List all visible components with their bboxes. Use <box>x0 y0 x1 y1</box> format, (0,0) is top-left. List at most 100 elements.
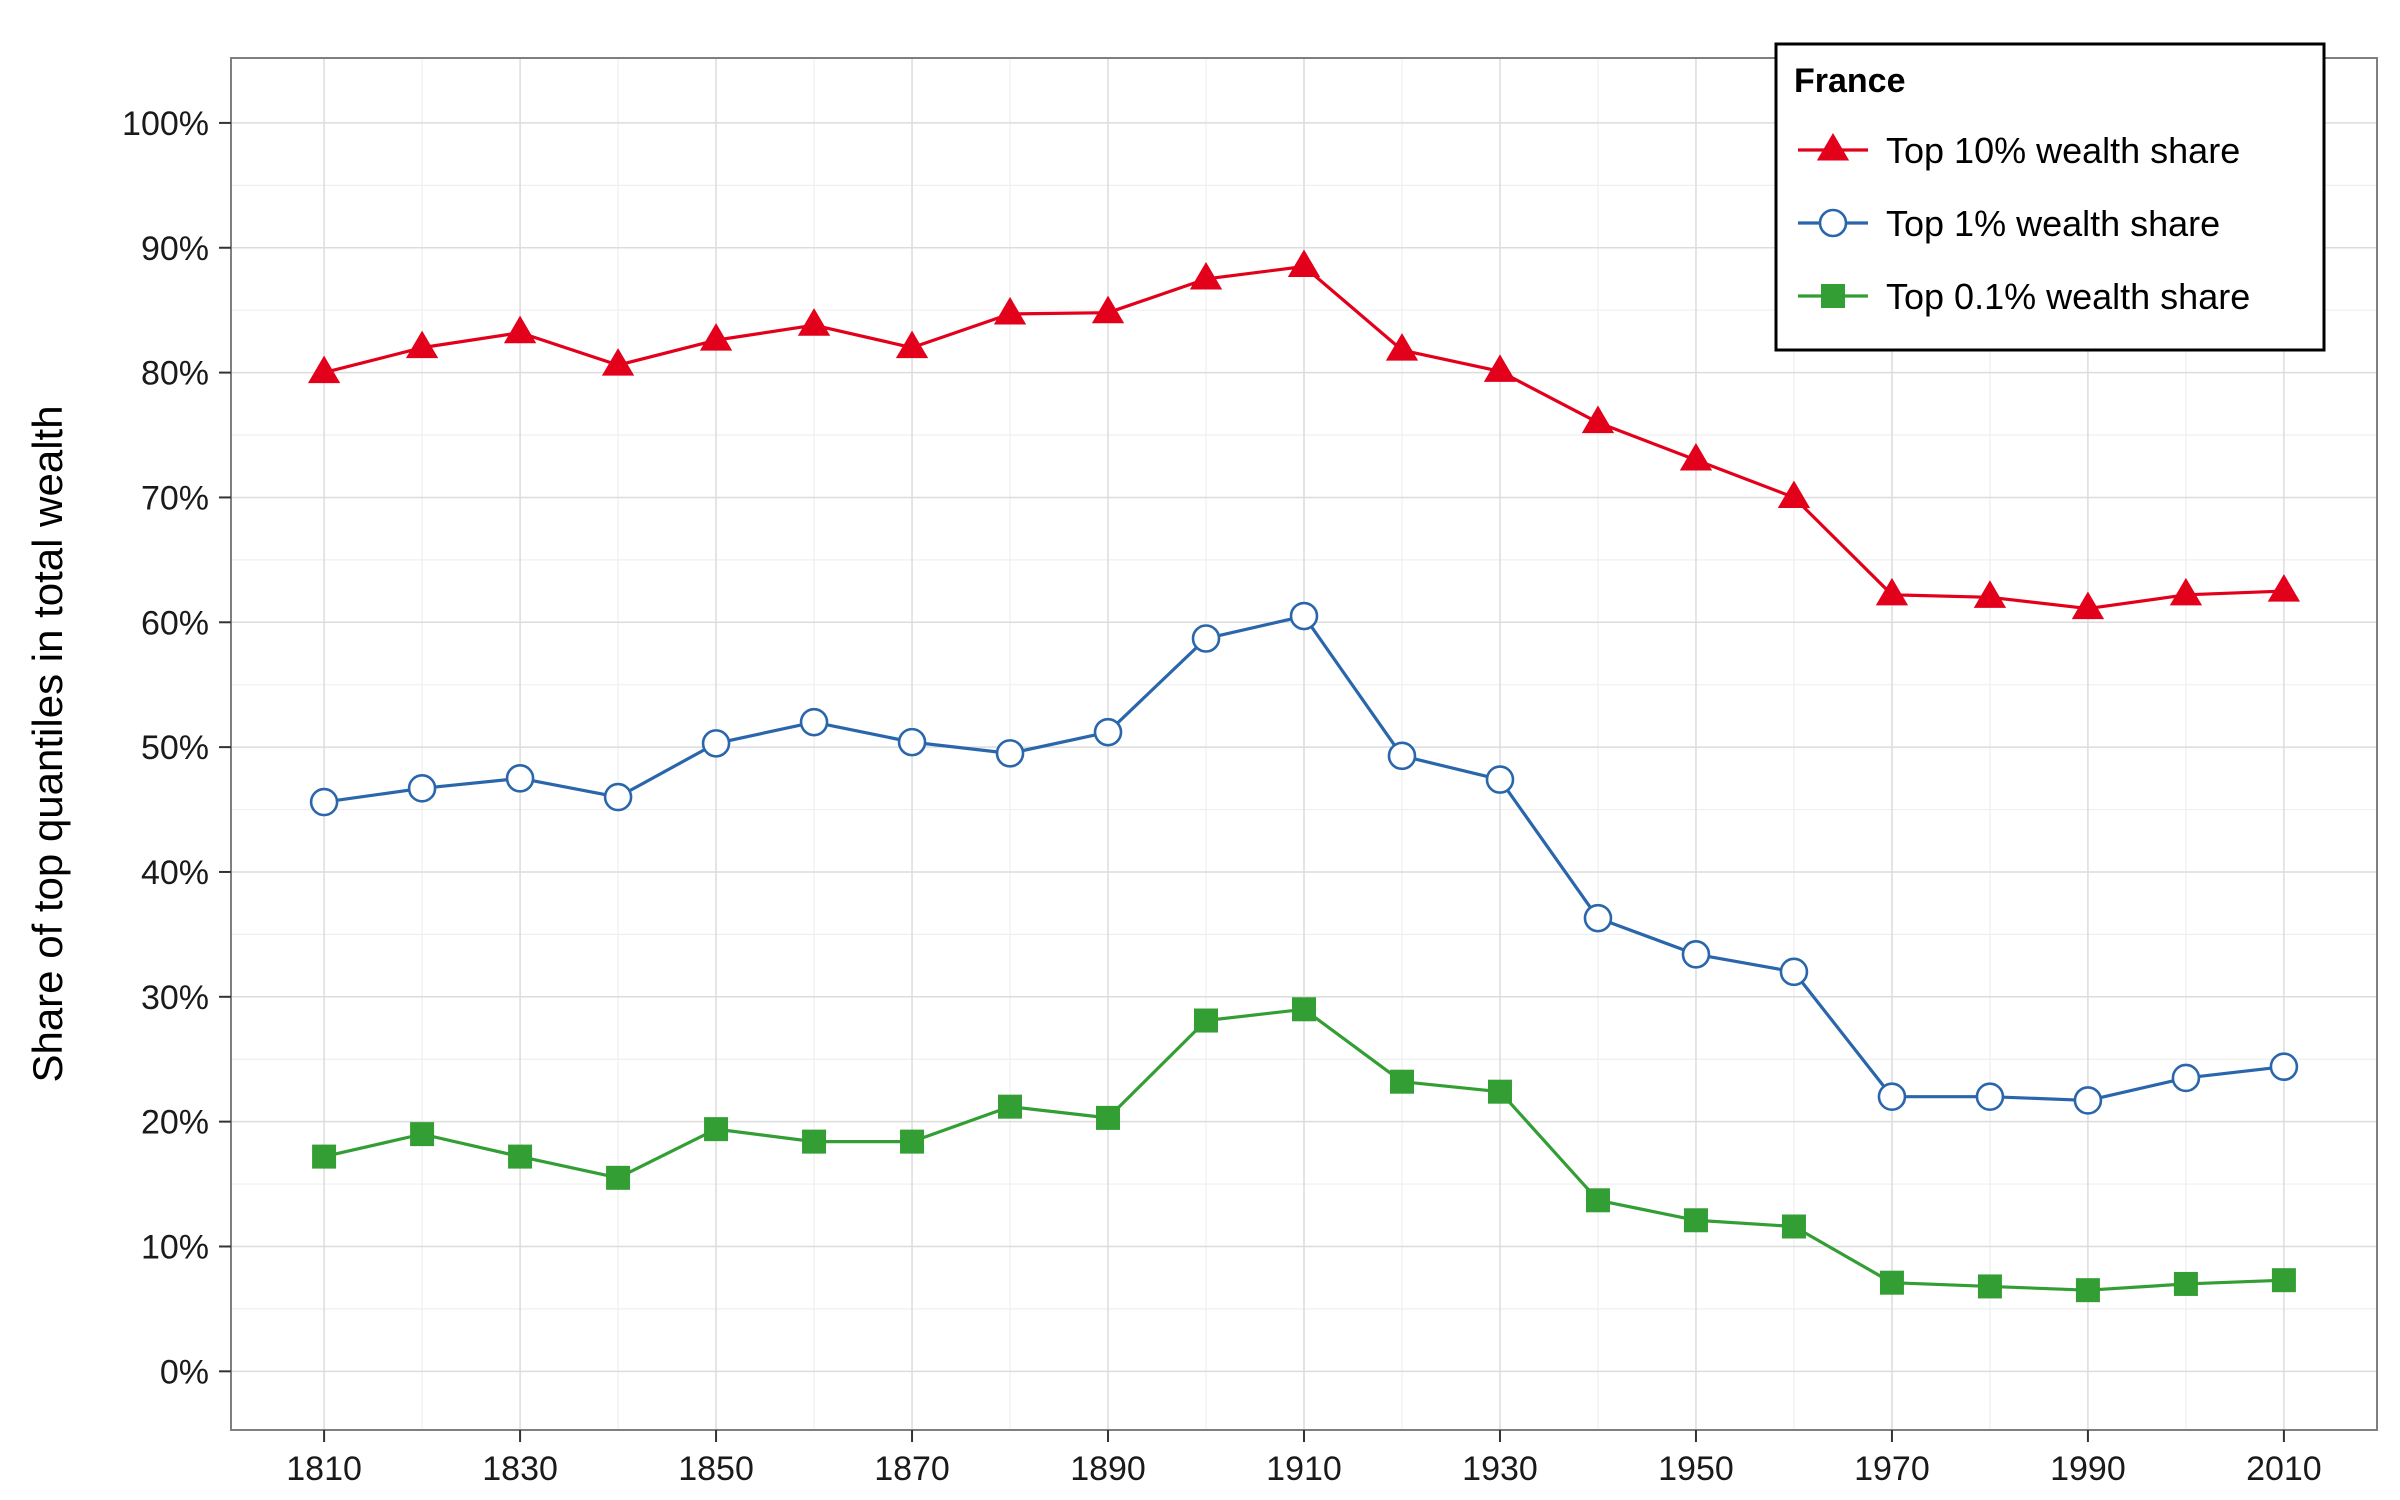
legend-box <box>1774 42 2326 352</box>
x-tick-label: 1970 <box>1854 1450 1930 1488</box>
y-tick-label: 30% <box>141 979 209 1017</box>
series-1-point <box>993 296 1027 325</box>
series-3-point <box>1487 1079 1512 1104</box>
series-3-point <box>802 1129 827 1154</box>
legend-title: France <box>1794 62 1906 100</box>
series-3-point <box>1194 1008 1219 1033</box>
series-3-point <box>2075 1278 2100 1303</box>
series-2-point <box>2269 1052 2299 1082</box>
series-1-point <box>895 330 929 359</box>
series-2-point <box>1387 741 1417 771</box>
axis-ticks <box>219 121 2285 1442</box>
x-tick-label: 1830 <box>482 1450 558 1488</box>
series-2-point <box>1093 717 1123 747</box>
y-tick-label: 20% <box>141 1104 209 1142</box>
series-3-point <box>998 1094 1023 1119</box>
series-3-point <box>1977 1274 2002 1299</box>
y-tick-label: 0% <box>160 1353 209 1391</box>
legend-item: Top 0.1% wealth share <box>1798 276 2250 317</box>
legend-item: Top 10% wealth share <box>1798 130 2240 171</box>
series-layer <box>307 249 2301 1303</box>
series-1-point <box>1287 249 1321 278</box>
y-axis-tick-labels: 0% 10% 20% 30% 40% 50% 60% 70% 80% 90% 100% <box>122 105 209 1391</box>
legend-items: Top 10% wealth share Top 1% wealth share T… <box>1798 130 2250 317</box>
series-3 <box>312 997 2296 1303</box>
legend-marker <box>1821 284 1845 308</box>
y-tick-label: 50% <box>141 729 209 767</box>
series-3-point <box>1292 997 1316 1022</box>
series-2-point <box>1583 903 1613 933</box>
series-1-point <box>1581 405 1615 434</box>
y-tick-label: 40% <box>141 854 209 892</box>
y-tick-label: 90% <box>141 230 209 268</box>
series-2-point <box>1485 765 1515 794</box>
series-3-point <box>2173 1271 2198 1296</box>
series-1-point <box>1973 580 2007 608</box>
x-tick-label: 1930 <box>1462 1450 1538 1488</box>
series-1-point <box>1483 354 1517 382</box>
series-1-point <box>2267 574 2301 602</box>
series-2-point <box>407 774 437 803</box>
series-1 <box>307 249 2301 620</box>
series-1-point <box>405 330 439 359</box>
y-tick-label: 70% <box>141 479 209 517</box>
series-1-point <box>1679 442 1713 471</box>
series-2-point <box>2171 1063 2201 1093</box>
legend-label: Top 0.1% wealth share <box>1886 276 2250 317</box>
series-3-point <box>900 1129 925 1154</box>
series-1-point <box>797 308 831 336</box>
series-1-point <box>1189 261 1223 290</box>
series-2-point <box>309 787 339 817</box>
series-2-point <box>701 729 731 758</box>
legend-item: Top 1% wealth share <box>1798 203 2220 244</box>
major-gridlines <box>231 58 2377 1430</box>
series-1-point <box>307 355 341 384</box>
y-axis-title: Share of top quantiles in total wealth <box>24 405 71 1082</box>
series-3-point <box>606 1165 631 1190</box>
series-3-point <box>1781 1214 1806 1239</box>
series-3-point <box>1096 1105 1121 1130</box>
legend-marker <box>1816 133 1850 161</box>
x-tick-label: 1870 <box>874 1450 950 1488</box>
series-3-point <box>1389 1069 1414 1094</box>
series-2-point <box>1289 601 1319 631</box>
series-2-point <box>2073 1086 2103 1115</box>
y-tick-label: 60% <box>141 604 209 642</box>
series-2-point <box>897 727 927 757</box>
series-1-point <box>2071 591 2105 620</box>
series-1-point <box>1875 577 1909 606</box>
series-2-point <box>799 707 829 737</box>
series-1-point <box>601 348 635 376</box>
x-tick-label: 1990 <box>2050 1450 2126 1488</box>
x-axis-tick-labels: 1810 1830 1850 1870 1890 1910 1930 1950 1970 1990… <box>286 1450 2321 1488</box>
x-tick-label: 1950 <box>1658 1450 1734 1488</box>
series-1-point <box>1385 333 1419 361</box>
series-2-point <box>1779 957 1809 987</box>
series-3-point <box>312 1144 337 1169</box>
series-3-point <box>1683 1208 1708 1233</box>
series-3-point <box>2271 1268 2296 1293</box>
x-tick-label: 1810 <box>286 1450 362 1488</box>
legend-label: Top 10% wealth share <box>1886 130 2240 171</box>
x-tick-label: 2010 <box>2246 1450 2322 1488</box>
series-3-point <box>1879 1270 1904 1295</box>
series-2-point <box>1681 940 1711 969</box>
series-2 <box>309 601 2299 1115</box>
x-tick-label: 1910 <box>1266 1450 1342 1488</box>
series-1-point <box>699 323 733 351</box>
series-2-point <box>603 782 633 812</box>
y-tick-label: 10% <box>141 1228 209 1266</box>
series-1-point <box>1091 295 1125 324</box>
legend-marker <box>1818 208 1848 238</box>
y-tick-label: 100% <box>122 105 209 143</box>
y-tick-label: 80% <box>141 355 209 393</box>
x-tick-label: 1850 <box>678 1450 754 1488</box>
series-2-point <box>505 764 535 793</box>
series-1-point <box>1777 480 1811 508</box>
series-3-point <box>704 1117 729 1142</box>
series-3-point <box>1585 1188 1610 1213</box>
series-2-point <box>995 739 1025 768</box>
legend-label: Top 1% wealth share <box>1886 203 2220 244</box>
legend: France Top 10% wealth share Top 1% wealth… <box>1774 42 2326 352</box>
